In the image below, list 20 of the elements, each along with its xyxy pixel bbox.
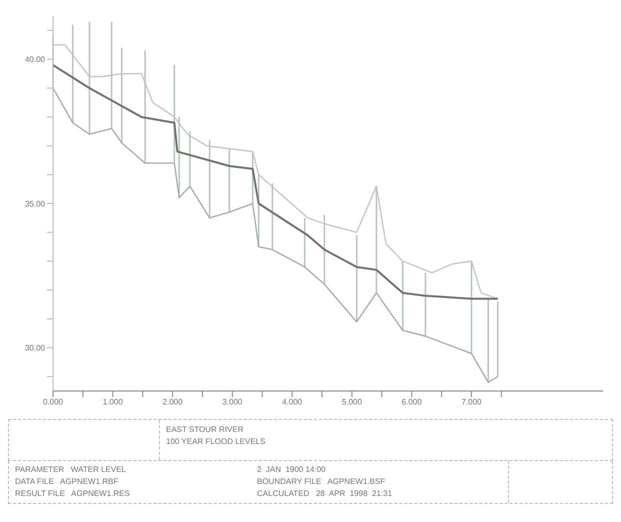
x-tick-label: 0.000 bbox=[42, 398, 64, 407]
text: EAST STOUR RIVER bbox=[166, 424, 244, 436]
text: 2 JAN 1900 14:00 bbox=[257, 464, 326, 476]
y-tick-label: 30.00 bbox=[24, 344, 46, 353]
text: PARAMETER WATER LEVEL bbox=[15, 464, 127, 476]
x-tick-label: 1.000 bbox=[102, 398, 124, 407]
y-tick-label: 40.00 bbox=[24, 55, 46, 64]
x-tick-label: 6.000 bbox=[402, 398, 422, 407]
text: DATA FILE AGPNEW1.RBF bbox=[15, 476, 120, 488]
text: RESULT FILE AGPNEW1.RES bbox=[15, 488, 131, 500]
x-tick-label: 7.000 bbox=[461, 398, 482, 407]
x-tick-label: 3.000 bbox=[222, 398, 243, 407]
x-tick-label: 5.000 bbox=[342, 398, 362, 407]
x-tick-label: 2.000 bbox=[162, 398, 184, 407]
x-tick-label: 4.000 bbox=[282, 398, 303, 407]
text: CALCULATED 28 APR 1998 21:31 bbox=[257, 488, 394, 500]
text: BOUNDARY FILE AGPNEW1.BSF bbox=[257, 476, 386, 488]
y-tick-label: 35.00 bbox=[24, 199, 46, 208]
text: 100 YEAR FLOOD LEVELS bbox=[166, 436, 266, 448]
line-series bbox=[53, 87, 498, 383]
